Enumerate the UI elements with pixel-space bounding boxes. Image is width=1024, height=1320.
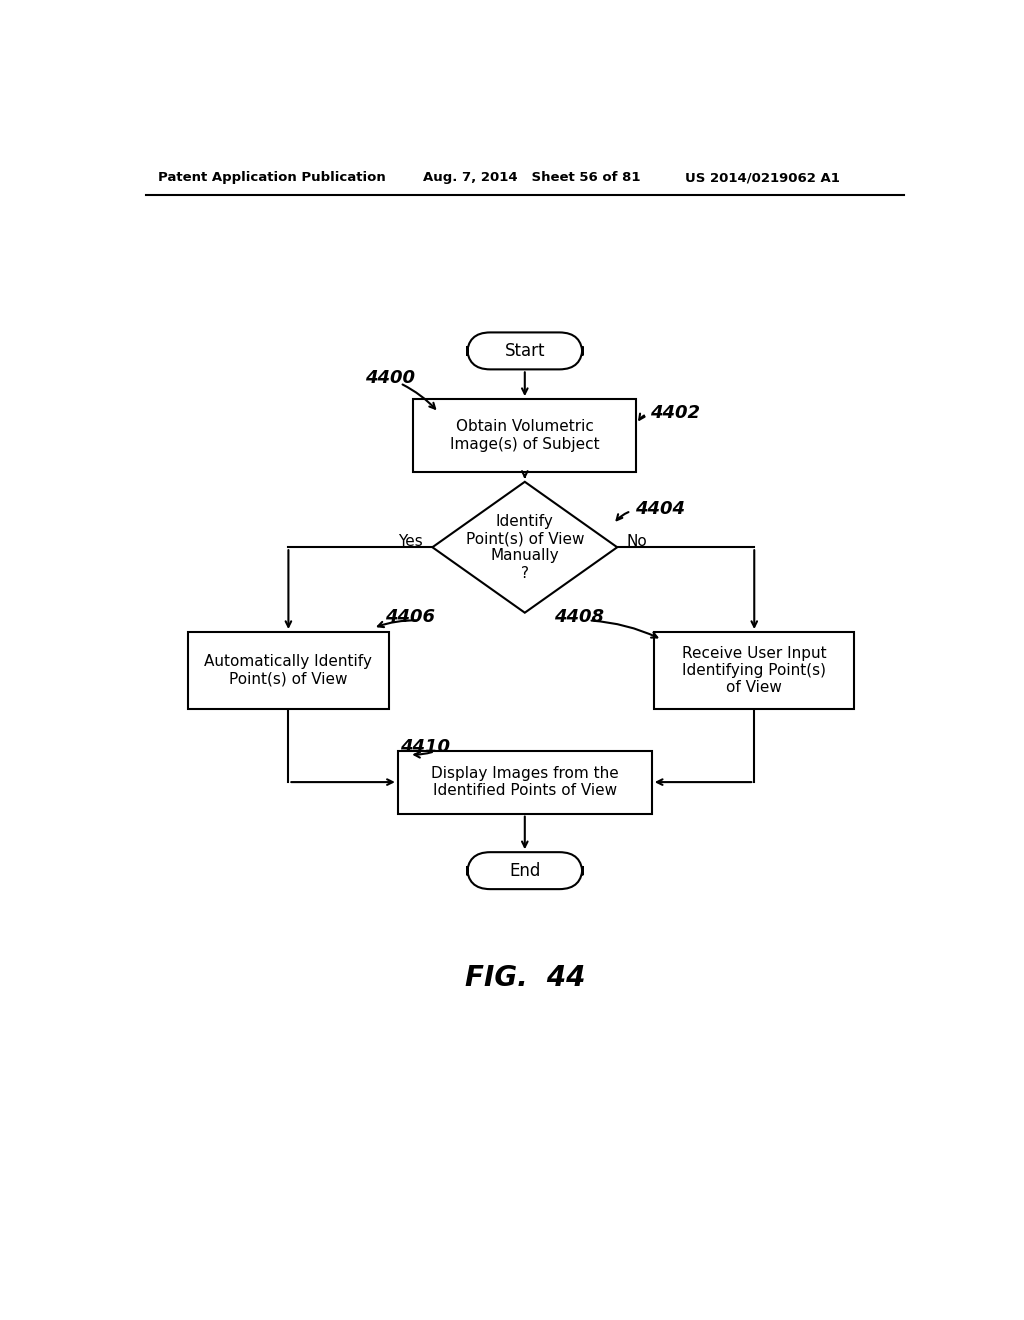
Text: Identify
Point(s) of View
Manually
?: Identify Point(s) of View Manually ? xyxy=(466,513,584,581)
Text: US 2014/0219062 A1: US 2014/0219062 A1 xyxy=(685,172,840,185)
Text: 4410: 4410 xyxy=(400,738,451,756)
Text: 4400: 4400 xyxy=(366,368,416,387)
Bar xyxy=(397,751,652,813)
FancyBboxPatch shape xyxy=(467,853,583,890)
Text: Obtain Volumetric
Image(s) of Subject: Obtain Volumetric Image(s) of Subject xyxy=(450,420,600,451)
Text: Display Images from the
Identified Points of View: Display Images from the Identified Point… xyxy=(431,766,618,799)
Text: End: End xyxy=(509,862,541,879)
Bar xyxy=(654,632,854,709)
Text: Aug. 7, 2014   Sheet 56 of 81: Aug. 7, 2014 Sheet 56 of 81 xyxy=(423,172,641,185)
Text: Automatically Identify
Point(s) of View: Automatically Identify Point(s) of View xyxy=(205,655,373,686)
Text: FIG.  44: FIG. 44 xyxy=(465,965,585,993)
Text: 4402: 4402 xyxy=(650,404,700,421)
Text: No: No xyxy=(627,533,647,549)
Text: Patent Application Publication: Patent Application Publication xyxy=(158,172,385,185)
Text: Receive User Input
Identifying Point(s)
of View: Receive User Input Identifying Point(s) … xyxy=(682,645,826,696)
Bar xyxy=(188,632,388,709)
Bar xyxy=(413,399,637,473)
Text: 4406: 4406 xyxy=(385,607,434,626)
Text: 4404: 4404 xyxy=(635,500,685,517)
FancyBboxPatch shape xyxy=(467,333,583,370)
Polygon shape xyxy=(432,482,617,612)
Text: Yes: Yes xyxy=(398,533,423,549)
Text: 4408: 4408 xyxy=(554,607,604,626)
Text: Start: Start xyxy=(505,342,545,360)
